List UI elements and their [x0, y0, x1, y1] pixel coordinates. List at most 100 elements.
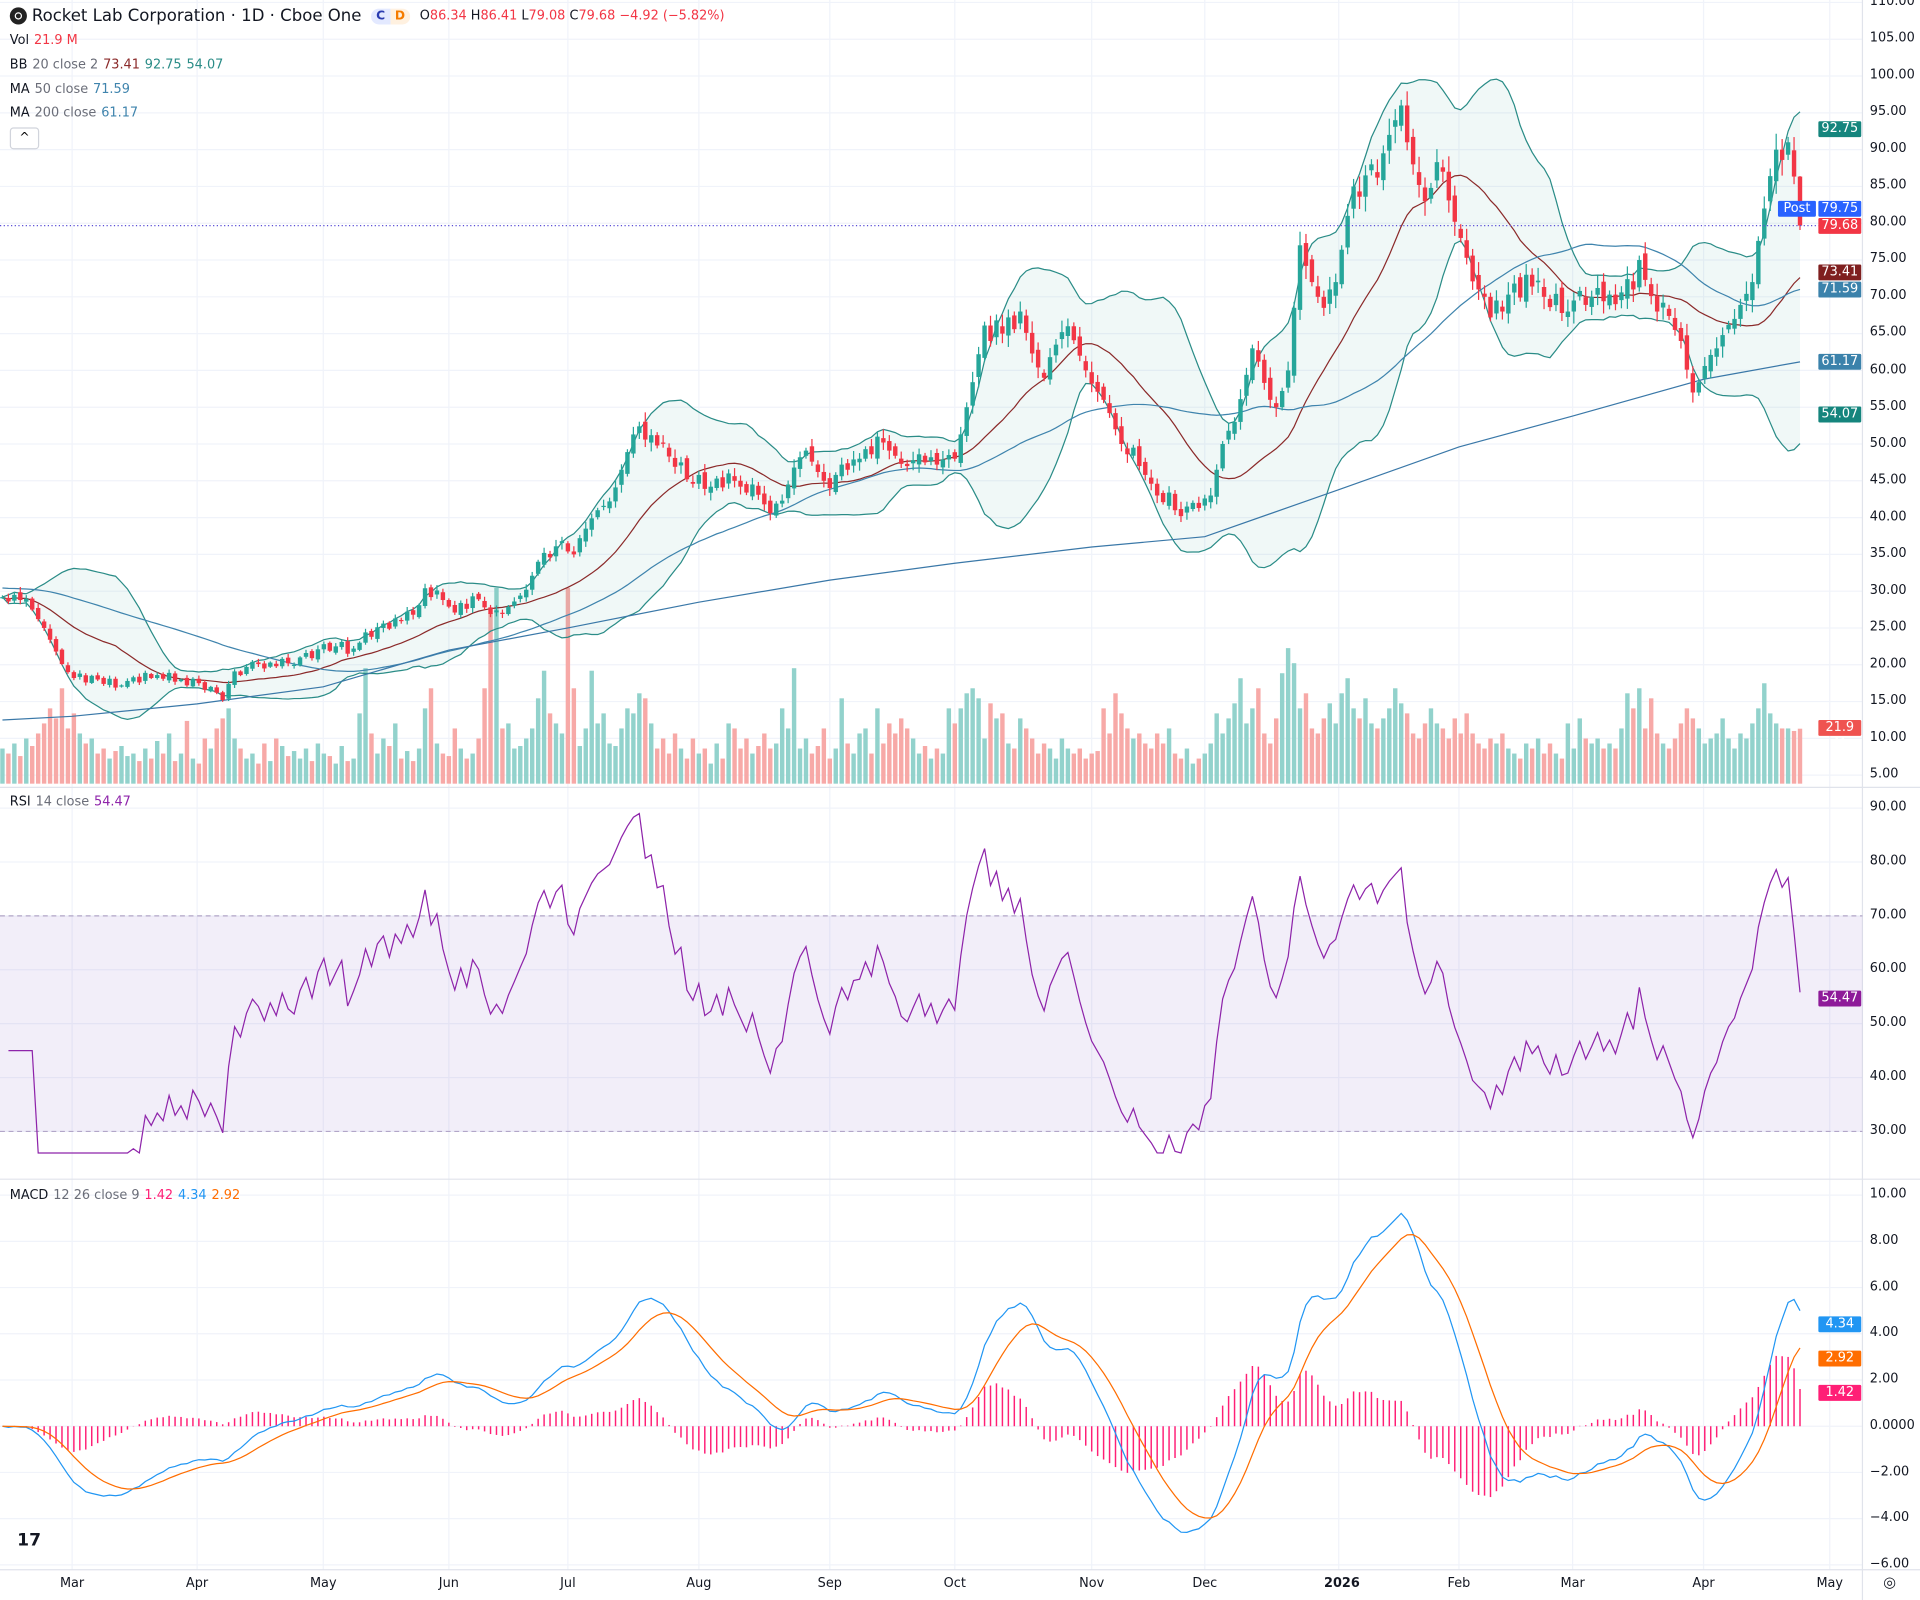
candle-body [1750, 282, 1755, 301]
volume-bar [922, 746, 928, 784]
volume-bar [1648, 698, 1654, 784]
volume-bar [166, 733, 172, 784]
session-badges[interactable]: C D [371, 7, 410, 24]
volume-bar [1529, 748, 1535, 784]
candle-body [833, 474, 838, 493]
volume-bar [1303, 693, 1309, 784]
candle-body [1238, 399, 1243, 422]
settings-eye-icon[interactable]: ◎ [1883, 1573, 1897, 1591]
volume-bar [434, 743, 440, 784]
volume-bar [1601, 748, 1606, 784]
volume-bar [1726, 738, 1731, 784]
signal-badge: 2.92 [1818, 1350, 1862, 1367]
volume-bar [119, 746, 124, 784]
volume-bar [1172, 753, 1178, 784]
volume-bar [1327, 703, 1332, 784]
volume-bar [553, 723, 559, 784]
bb-fill [2, 79, 1801, 720]
volume-bar [41, 723, 47, 784]
volume-bar [1553, 753, 1559, 784]
candle-body [1321, 296, 1327, 308]
candle-body [1297, 245, 1303, 310]
collapse-legend-button[interactable]: ^ [9, 127, 40, 150]
volume-bar [1387, 708, 1392, 784]
volume-bar [512, 748, 517, 784]
volume-bar [881, 743, 886, 784]
candle-body [1512, 283, 1517, 293]
rsi-legend[interactable]: RSI 14 close 54.47 [9, 794, 131, 810]
candle-body [708, 486, 713, 493]
candle-body [1738, 304, 1743, 319]
candle-body [1369, 164, 1374, 171]
volume-bar [321, 753, 327, 784]
volume-bar [399, 758, 404, 784]
candle-body [1690, 373, 1696, 393]
macd-legend[interactable]: MACD 12 26 close 9 1.42 4.34 2.92 [9, 1187, 241, 1203]
ma50-legend[interactable]: MA 50 close 71.59 [9, 82, 130, 97]
candle-body [482, 600, 487, 608]
candle-body [1024, 315, 1029, 333]
candle-body [1226, 430, 1231, 440]
volume-bar [607, 743, 612, 784]
volume-bar [327, 756, 333, 784]
candle-body [1464, 240, 1469, 258]
candle-body [1291, 307, 1297, 376]
candle-body [1785, 142, 1791, 155]
volume-bar [744, 738, 749, 784]
candle-body [363, 632, 368, 643]
candle-body [1125, 448, 1130, 455]
volume-bar [1077, 748, 1082, 784]
volume-bar [976, 698, 981, 784]
volume-bar [577, 746, 583, 784]
symbol-title[interactable]: Rocket Lab Corporation · 1D · Cboe One [31, 6, 362, 26]
candle-body [339, 641, 344, 648]
candle-body [1160, 492, 1166, 503]
ma50-line [2, 243, 1801, 673]
bb-legend[interactable]: BB 20 close 2 73.41 92.75 54.07 [9, 57, 224, 73]
candle-body [678, 462, 684, 466]
candle-body [1274, 403, 1279, 408]
volume-legend[interactable]: Vol 21.9 M [9, 33, 78, 48]
volume-bar [1309, 728, 1315, 784]
volume-bar [0, 748, 5, 784]
candle-body [53, 639, 59, 652]
volume-bar [262, 743, 267, 784]
candle-body [1018, 311, 1023, 324]
volume-bar [732, 728, 737, 784]
volume-bar [404, 751, 410, 784]
candle-body [684, 458, 690, 480]
candle-body [553, 546, 559, 557]
ma200-legend[interactable]: MA 200 close 61.17 [9, 105, 139, 121]
volume-bar [190, 758, 196, 784]
volume-bar [1041, 743, 1047, 784]
volume-bar [887, 723, 892, 784]
volume-bar [994, 718, 999, 784]
candle-body [1482, 293, 1487, 297]
volume-bar [1268, 743, 1273, 784]
candle-body [1393, 120, 1398, 127]
candle-body [172, 673, 178, 682]
volume-bar [1404, 713, 1410, 784]
price-tick-label: 10.00 [1869, 729, 1907, 745]
candle-body [1643, 253, 1648, 280]
candle-body [1708, 354, 1713, 372]
candle-body [1244, 374, 1249, 396]
volume-bar [1738, 733, 1743, 784]
volume-bar [1506, 748, 1511, 784]
volume-bar [369, 733, 374, 784]
candle-body [1399, 105, 1404, 126]
tradingview-logo[interactable]: 17 [17, 1530, 42, 1551]
candle-body [333, 646, 338, 653]
volume-bar [774, 743, 779, 784]
candle-body [785, 484, 791, 499]
volume-bar [779, 708, 785, 784]
candle-body [1065, 326, 1071, 336]
candle-body [6, 597, 11, 602]
candle-body [1589, 296, 1594, 307]
macd-tick-label: 4.00 [1869, 1325, 1899, 1340]
candle-body [1184, 506, 1190, 513]
volume-bar [101, 748, 106, 784]
candle-body [1113, 413, 1118, 430]
candle-body [1333, 282, 1338, 296]
